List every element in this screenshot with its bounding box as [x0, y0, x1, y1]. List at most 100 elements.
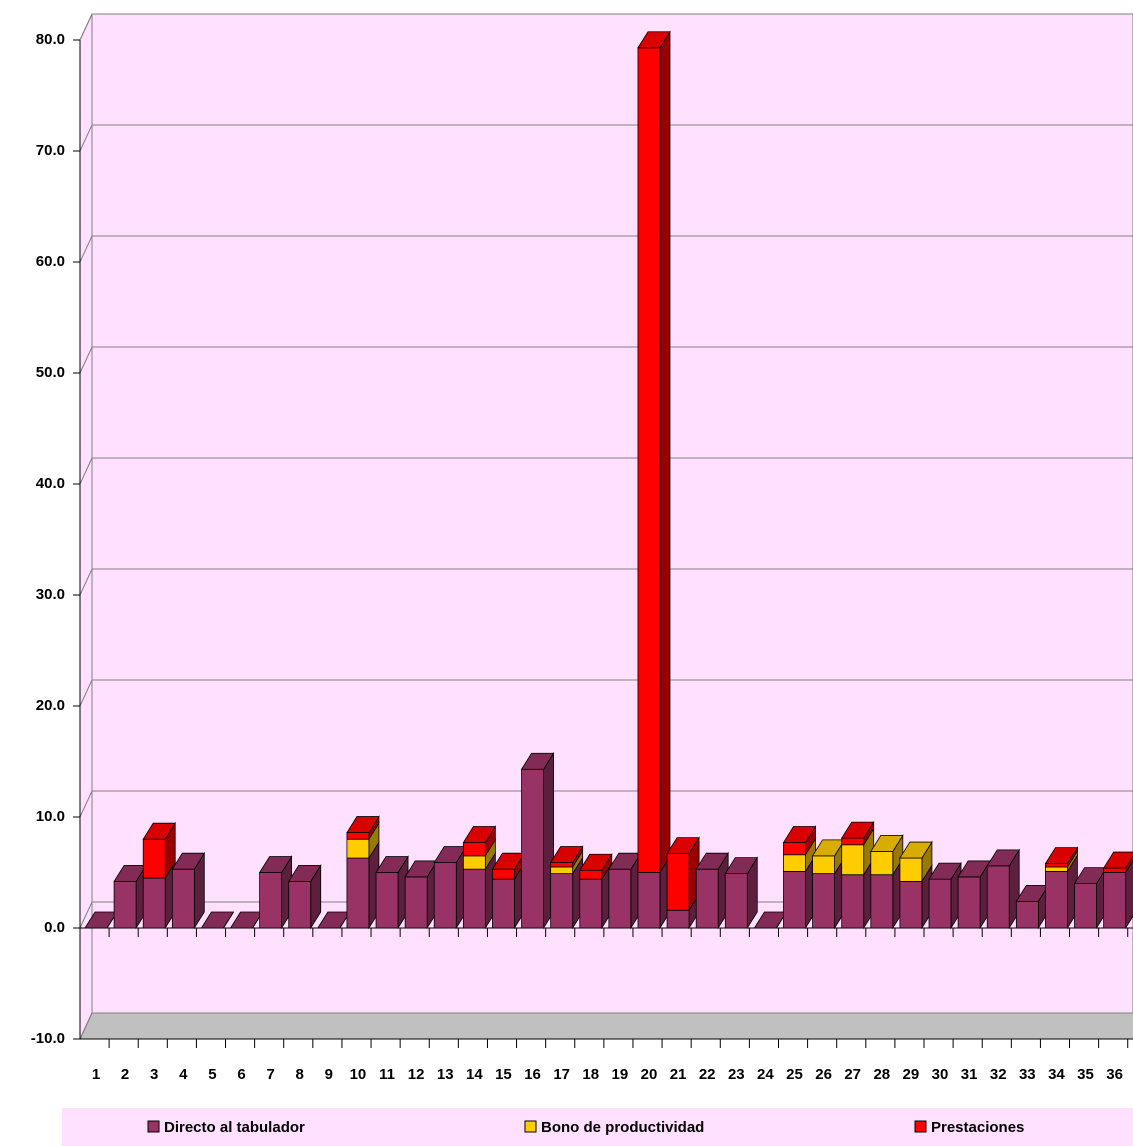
x-tick-label: 27: [844, 1066, 861, 1083]
legend-label: Prestaciones: [931, 1119, 1024, 1136]
bar-top: [1044, 847, 1079, 865]
y-tick-label: -10.0: [31, 1030, 65, 1047]
legend-label: Directo al tabulador: [164, 1119, 305, 1136]
bar-segment: [637, 872, 661, 929]
bar-segment: [812, 873, 835, 929]
floor: [79, 1012, 1133, 1040]
grid-line: [79, 457, 93, 485]
bar-top: [666, 837, 700, 855]
bar-segment: [346, 857, 370, 929]
bar-top: [782, 826, 817, 843]
bar-top: [928, 862, 962, 880]
bar-segment: [1045, 863, 1068, 868]
bar-top: [986, 849, 1020, 867]
y-tick-label: 80.0: [36, 31, 65, 48]
bar-top: [1102, 851, 1133, 869]
bar-segment: [783, 870, 806, 929]
bar-top: [462, 826, 497, 843]
bar-segment: [1103, 872, 1127, 929]
bar-top: [520, 752, 555, 770]
x-tick-label: 15: [495, 1066, 512, 1083]
bar-segment: [1103, 867, 1127, 873]
bar-segment: [783, 842, 806, 856]
bar-segment: [288, 880, 312, 929]
x-tick-label: 30: [932, 1066, 949, 1083]
bar-segment: [142, 838, 166, 879]
x-tick-label: 21: [670, 1066, 687, 1083]
bar-segment: [1074, 883, 1097, 929]
y-tick-label: 0.0: [44, 919, 65, 936]
bar-segment: [550, 873, 574, 929]
bar-segment: [1045, 870, 1068, 929]
bar-segment: [608, 868, 632, 929]
x-tick-label: 3: [150, 1066, 158, 1083]
bar-segment: [462, 868, 486, 929]
x-tick-label: 10: [350, 1066, 367, 1083]
bar-segment: [142, 877, 166, 929]
bar-segment: [404, 876, 428, 929]
y-tick-label: 60.0: [36, 253, 65, 270]
x-tick-label: 22: [699, 1066, 716, 1083]
x-tick-label: 20: [641, 1066, 658, 1083]
y-tick-label: 50.0: [36, 364, 65, 381]
grid-line: [79, 13, 93, 41]
bar-segment: [783, 854, 806, 872]
grid-line: [79, 568, 93, 596]
legend-swatch: [524, 1120, 537, 1133]
x-tick-label: 36: [1106, 1066, 1123, 1083]
bar-top: [899, 841, 933, 859]
x-tick-label: 11: [379, 1066, 395, 1083]
bar-segment: [492, 868, 515, 880]
bar-segment: [695, 868, 719, 929]
x-tick-label: 18: [582, 1066, 599, 1083]
x-tick-label: 29: [903, 1066, 920, 1083]
x-tick-label: 23: [728, 1066, 745, 1083]
bar-segment: [462, 855, 486, 870]
x-tick-label: 13: [437, 1066, 454, 1083]
bar-segment: [870, 851, 894, 876]
bar-segment: [899, 857, 923, 882]
legend-swatch: [914, 1120, 927, 1133]
bar-segment: [666, 909, 690, 929]
bar-segment: [841, 874, 865, 929]
y-tick-label: 30.0: [36, 586, 65, 603]
y-tick-label: 40.0: [36, 475, 65, 492]
y-tick-label: 20.0: [36, 697, 65, 714]
bar-top: [637, 31, 671, 49]
bar-top: [579, 853, 613, 871]
x-tick-label: 31: [961, 1066, 978, 1083]
y-tick-label: 70.0: [36, 142, 65, 159]
bar-segment: [346, 832, 370, 840]
x-tick-label: 6: [237, 1066, 245, 1083]
x-tick-label: 25: [786, 1066, 803, 1083]
x-tick-label: 1: [92, 1066, 100, 1083]
y-tick-label: 10.0: [36, 808, 65, 825]
bar-top: [840, 821, 875, 839]
bar-segment: [812, 855, 835, 875]
bar-segment: [346, 838, 370, 859]
x-tick-label: 8: [296, 1066, 304, 1083]
bar-segment: [579, 869, 603, 880]
bar-top: [142, 822, 176, 840]
bar-side: [659, 30, 671, 874]
bar-top: [171, 852, 206, 870]
bar-top: [346, 816, 380, 833]
bar-segment: [957, 876, 981, 929]
grid-line: [79, 790, 93, 818]
bar-segment: [637, 47, 661, 873]
x-tick-label: 9: [325, 1066, 333, 1083]
bar-top: [258, 856, 293, 873]
grid-line: [79, 901, 93, 929]
grid-line: [79, 235, 93, 263]
bar-top: [200, 911, 235, 929]
x-tick-label: 19: [612, 1066, 629, 1083]
bar-segment: [550, 862, 574, 868]
x-tick-label: 33: [1019, 1066, 1036, 1083]
bar-segment: [666, 853, 690, 911]
bar-segment: [928, 878, 952, 929]
x-tick-label: 5: [208, 1066, 216, 1083]
grid-line: [79, 124, 93, 152]
x-tick-label: 12: [408, 1066, 425, 1083]
legend: [62, 1108, 1133, 1146]
